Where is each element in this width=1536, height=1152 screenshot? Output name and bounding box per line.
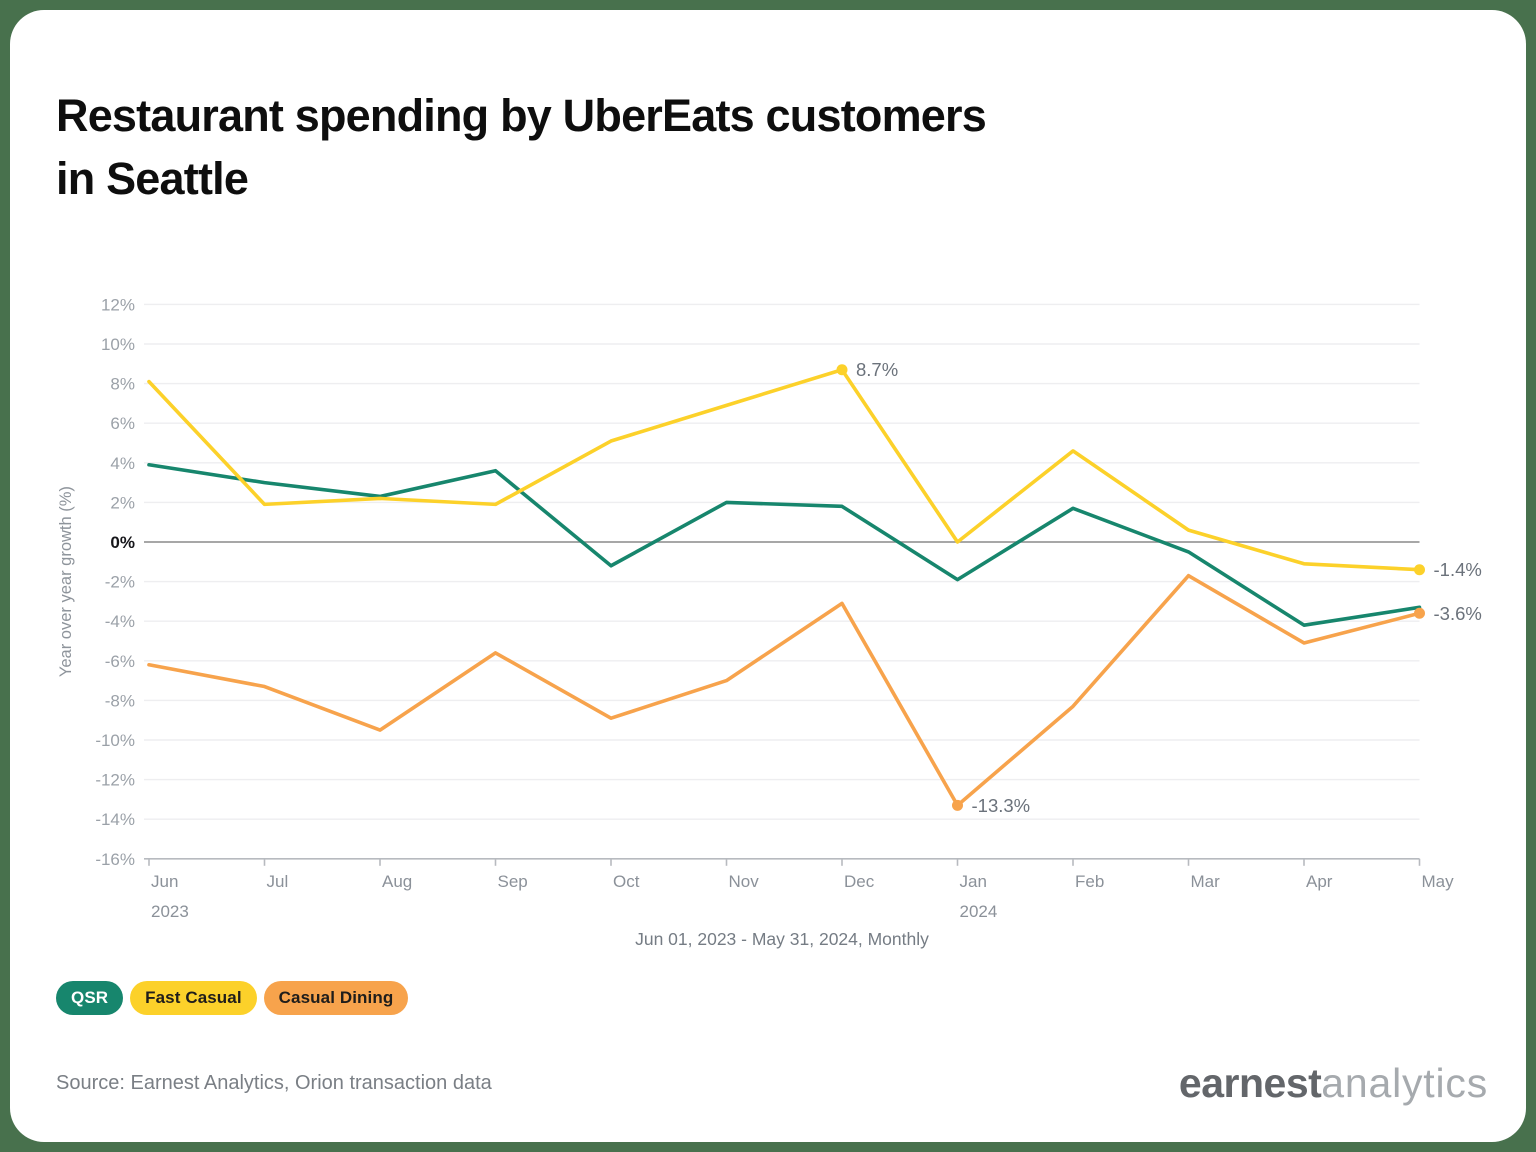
y-axis-title: Year over year growth (%) (57, 486, 75, 677)
x-year-label: 2024 (960, 902, 998, 921)
x-tick-label: Aug (382, 872, 412, 891)
annotation-label: -13.3% (972, 795, 1031, 816)
source-note: Source: Earnest Analytics, Orion transac… (56, 1071, 492, 1094)
chart-title-line2: in Seattle (56, 153, 249, 204)
earnest-analytics-logo: earnestanalytics (1179, 1060, 1488, 1107)
y-tick-label: 2% (110, 493, 135, 512)
y-tick-label: 10% (101, 335, 135, 354)
y-tick-label: 4% (110, 454, 135, 473)
series-line-qsr (147, 462, 1422, 627)
y-tick-label: 12% (101, 295, 135, 314)
x-tick-label: Jul (267, 872, 289, 891)
y-tick-label: 0% (110, 533, 135, 552)
data-point-marker (1414, 564, 1425, 576)
series-line-casual-dining (147, 573, 1422, 808)
x-tick-label: Sep (498, 872, 528, 891)
y-tick-label: -8% (105, 691, 135, 710)
y-tick-label: 6% (110, 414, 135, 433)
footer: Source: Earnest Analytics, Orion transac… (56, 1052, 1488, 1114)
legend: QSR Fast Casual Casual Dining (56, 981, 409, 1015)
y-tick-label: -6% (105, 652, 135, 671)
x-tick-label: Dec (844, 872, 875, 891)
x-tick-label: Nov (729, 872, 760, 891)
y-tick-label: -16% (95, 850, 135, 869)
x-tick-label: Oct (613, 872, 640, 891)
logo-text-secondary: analytics (1321, 1059, 1488, 1106)
logo-text-primary: earnest (1178, 1059, 1322, 1106)
y-tick-label: -10% (95, 731, 135, 750)
y-tick-label: 8% (110, 375, 135, 394)
data-point-marker (1414, 607, 1425, 619)
x-tick-label: Mar (1191, 872, 1221, 891)
x-axis-range-label: Jun 01, 2023 - May 31, 2024, Monthly (635, 929, 929, 949)
x-tick-label: Feb (1075, 872, 1104, 891)
y-tick-label: -2% (105, 573, 135, 592)
data-point-marker (952, 799, 963, 811)
series-line-fast-casual (147, 367, 1422, 572)
legend-pill-casual-dining: Casual Dining (263, 981, 409, 1015)
annotation-label: -3.6% (1434, 603, 1482, 624)
x-tick-label: Jun (151, 872, 178, 891)
legend-pill-qsr: QSR (56, 981, 124, 1015)
chart-title-line1: Restaurant spending by UberEats customer… (56, 90, 987, 141)
chart-card (10, 10, 1526, 1142)
annotation-label: 8.7% (856, 359, 898, 380)
y-tick-label: -4% (105, 612, 135, 631)
legend-pill-fast-casual: Fast Casual (130, 981, 257, 1015)
x-tick-label: Apr (1306, 872, 1333, 891)
y-tick-label: -14% (95, 810, 135, 829)
x-tick-label: Jan (960, 872, 987, 891)
data-point-marker (836, 364, 848, 376)
chart-title: Restaurant spending by UberEats customer… (56, 84, 987, 210)
x-year-label: 2023 (151, 902, 189, 921)
y-tick-label: -12% (95, 771, 135, 790)
x-tick-label: May (1422, 872, 1455, 891)
annotation-label: -1.4% (1434, 559, 1482, 580)
